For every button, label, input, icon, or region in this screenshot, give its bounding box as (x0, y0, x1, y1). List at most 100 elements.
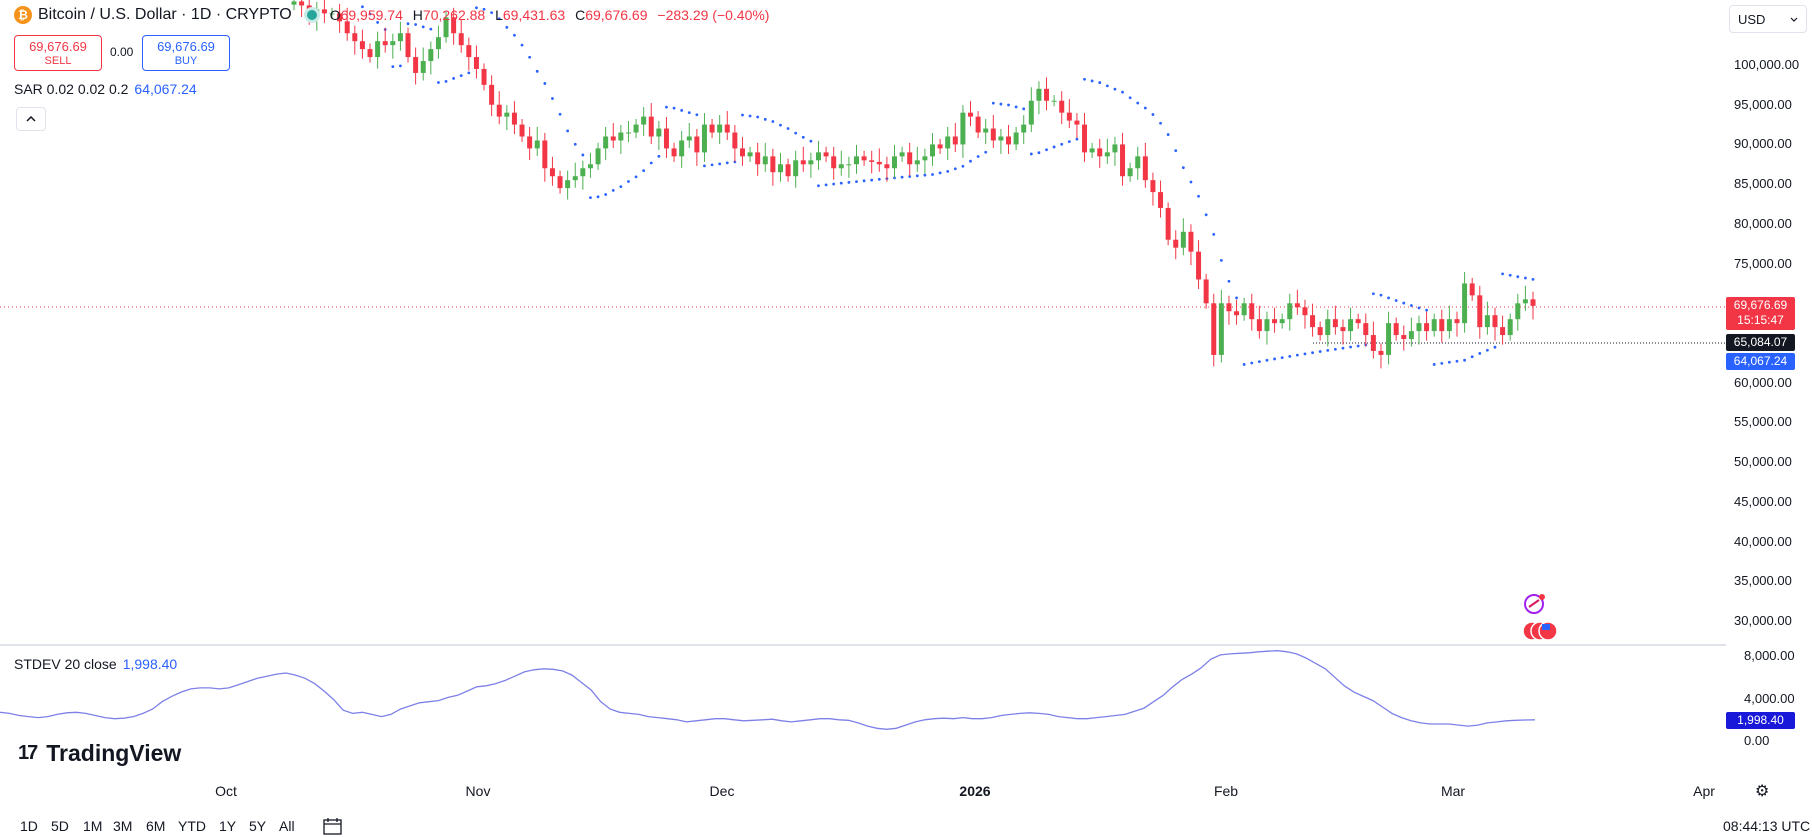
sar-dot (1235, 296, 1238, 300)
range-button-1y[interactable]: 1Y (219, 818, 237, 834)
time-axis-label: Dec (709, 783, 735, 799)
candle-body (1188, 231, 1194, 252)
candle-body (527, 136, 533, 149)
range-button-3m[interactable]: 3M (113, 818, 133, 834)
range-button-1d[interactable]: 1D (20, 818, 38, 834)
candle-body (694, 136, 700, 153)
candle-body (565, 180, 571, 189)
candle-body (1484, 315, 1490, 328)
range-button-ytd[interactable]: YTD (178, 818, 206, 834)
sar-dot (710, 163, 714, 167)
sar-dot (642, 169, 646, 173)
sar-legend[interactable]: SAR 0.02 0.02 0.2 64,067.24 (14, 81, 197, 97)
sar-dot (467, 71, 471, 75)
tradingview-mark-icon: 17 (18, 742, 38, 764)
sar-dot (1067, 140, 1071, 144)
market-status-icon[interactable] (303, 7, 320, 23)
us-flag-icon[interactable] (1522, 620, 1558, 642)
candle-body (1051, 100, 1057, 102)
stdev-legend[interactable]: STDEV 20 close 1,998.40 (14, 656, 177, 672)
sell-button[interactable]: 69,676.69 SELL (14, 35, 102, 71)
candle-body (1021, 124, 1027, 133)
collapse-legend-button[interactable] (16, 107, 46, 131)
candle-body (633, 124, 639, 133)
candle-body (1424, 323, 1430, 332)
stdev-price-tag: 1,998.40 (1726, 712, 1795, 729)
candle-body (777, 164, 783, 173)
candle-body (337, 13, 343, 22)
candle-body (1416, 323, 1422, 332)
sar-dot (634, 175, 638, 179)
candle-body (420, 61, 426, 73)
candle-body (595, 148, 601, 165)
candle-body (1287, 303, 1293, 320)
sar-dot (1425, 308, 1428, 312)
candle-body (413, 57, 419, 73)
sar-dot (657, 154, 661, 158)
sar-dot (482, 7, 486, 11)
buy-button[interactable]: 69,676.69 BUY (142, 35, 230, 71)
range-button-1m[interactable]: 1M (83, 818, 103, 834)
candle-body (770, 156, 776, 173)
sparkle-icon[interactable] (1520, 592, 1550, 616)
calendar-goto-icon[interactable] (323, 817, 343, 835)
candle-body (975, 116, 981, 133)
sar-dot (991, 101, 995, 105)
sar-dot (604, 193, 608, 196)
candle-body (808, 160, 814, 165)
candle-body (1302, 307, 1308, 316)
candle-body (1439, 319, 1445, 332)
candle-body (709, 124, 715, 133)
price-axis-label: 55,000.00 (1734, 414, 1792, 430)
sar-price-tag: 64,067.24 (1726, 353, 1795, 370)
utc-clock[interactable]: 08:44:13 UTC (1723, 818, 1811, 834)
price-axis-label: 30,000.00 (1734, 613, 1792, 628)
sar-dot (877, 177, 881, 181)
sar-dot (566, 129, 570, 133)
sar-dot (1014, 105, 1018, 109)
candle-body (831, 156, 837, 169)
sar-dot (801, 135, 805, 139)
sar-dot (619, 185, 623, 189)
price-axis-label: 40,000.00 (1734, 533, 1792, 549)
sar-dot (695, 113, 699, 117)
candle-body (435, 37, 441, 50)
candle-body (603, 136, 609, 149)
candle-body (1082, 124, 1088, 153)
candle-body (367, 49, 373, 58)
sar-dot (893, 176, 896, 180)
candle-body (1325, 319, 1331, 336)
range-button-6m[interactable]: 6M (146, 818, 166, 834)
sar-dot (520, 43, 524, 47)
sar-dot (535, 69, 539, 73)
sar-dot (1463, 358, 1466, 362)
candle-body (1150, 180, 1156, 193)
sar-dot (1356, 344, 1360, 348)
candle-body (899, 152, 905, 157)
sar-dot (1288, 354, 1292, 358)
tradingview-logo[interactable]: 17 TradingView (18, 740, 181, 767)
range-button-all[interactable]: All (279, 818, 295, 834)
candle-body (1104, 152, 1110, 157)
sar-dot (855, 180, 858, 184)
sar-dot (672, 106, 676, 110)
settings-gear-icon[interactable]: ⚙ (1755, 783, 1770, 800)
candle-body (1059, 100, 1065, 113)
currency-select[interactable]: USD (1729, 5, 1807, 33)
range-button-5y[interactable]: 5Y (249, 818, 267, 834)
range-button-5d[interactable]: 5D (51, 818, 69, 834)
candle-body (428, 49, 434, 62)
symbol-legend[interactable]: ₿ Bitcoin / U.S. Dollar · 1D · CRYPTO O6… (14, 6, 769, 24)
sar-dot (361, 5, 364, 9)
candle-body (907, 152, 913, 165)
candle-body (1006, 136, 1012, 145)
sar-dot (1478, 352, 1482, 355)
stdev-legend-value: 1,998.40 (122, 656, 178, 672)
candle-body (1469, 283, 1475, 296)
candle-body (701, 124, 707, 153)
sar-dot (596, 195, 600, 199)
sar-dot (779, 123, 782, 127)
sar-dot (1470, 355, 1474, 359)
candle-body (755, 152, 761, 165)
